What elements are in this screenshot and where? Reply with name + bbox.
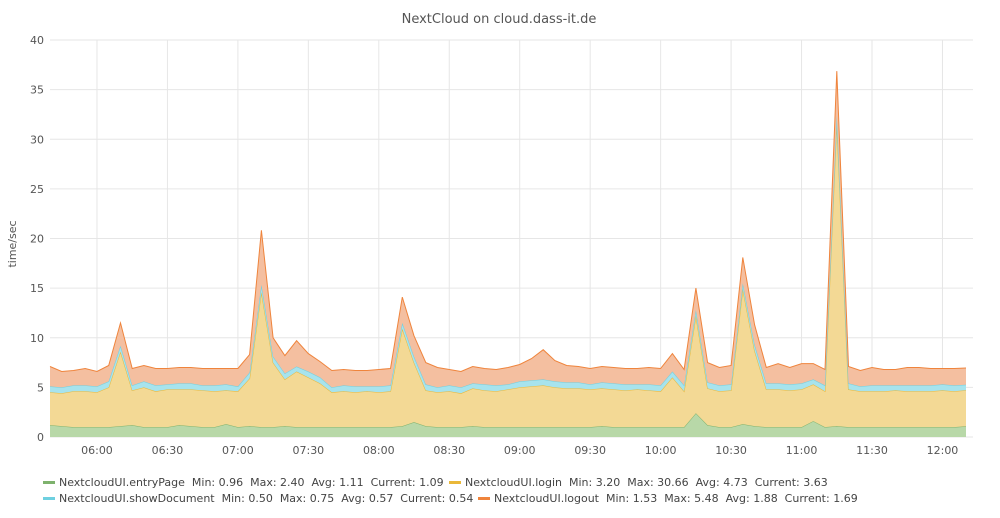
x-tick-label: 10:00 bbox=[645, 444, 677, 457]
x-tick-label: 12:00 bbox=[927, 444, 959, 457]
area-NextcloudUI.entryPage bbox=[50, 413, 966, 437]
x-tick-label: 11:00 bbox=[786, 444, 818, 457]
y-tick-label: 0 bbox=[37, 431, 44, 444]
x-tick-label: 10:30 bbox=[715, 444, 747, 457]
legend-stats: Min: 0.50 Max: 0.75 Avg: 0.57 Current: 0… bbox=[221, 492, 474, 505]
y-tick-label: 5 bbox=[37, 381, 44, 394]
legend-series-name: NextcloudUI.entryPage bbox=[58, 476, 185, 489]
area-NextcloudUI.login bbox=[50, 121, 966, 428]
legend-stats: Min: 3.20 Max: 30.66 Avg: 4.73 Current: … bbox=[569, 476, 828, 489]
y-tick-label: 35 bbox=[30, 84, 44, 97]
x-tick-label: 06:30 bbox=[152, 444, 184, 457]
legend-item-showdocument[interactable]: NextcloudUI.showDocument Min: 0.50 Max: … bbox=[22, 479, 473, 518]
y-tick-label: 30 bbox=[30, 133, 44, 146]
legend-row-1: NextcloudUI.entryPage Min: 0.96 Max: 2.4… bbox=[22, 463, 982, 489]
x-tick-label: 07:00 bbox=[222, 444, 254, 457]
legend-item-entrypage[interactable]: NextcloudUI.entryPage Min: 0.96 Max: 2.4… bbox=[22, 463, 444, 502]
x-tick-label: 06:00 bbox=[81, 444, 113, 457]
x-tick-label: 08:00 bbox=[363, 444, 395, 457]
legend-series-name: NextcloudUI.showDocument bbox=[58, 492, 215, 505]
axis-ticks: 0 5 10 15 20 25 30 35 40 06:00 06:30 07:00 07:30 08:0… bbox=[30, 34, 958, 457]
legend-series-name: NextcloudUI.login bbox=[464, 476, 562, 489]
plot-areas bbox=[49, 71, 967, 437]
x-tick-label: 08:30 bbox=[433, 444, 465, 457]
legend-swatch bbox=[477, 496, 490, 500]
x-tick-label: 09:30 bbox=[574, 444, 606, 457]
legend-stats: Min: 0.96 Max: 2.40 Avg: 1.11 Current: 1… bbox=[191, 476, 444, 489]
legend-stats: Min: 1.53 Max: 5.48 Avg: 1.88 Current: 1… bbox=[605, 492, 858, 505]
legend-item-logout[interactable]: NextcloudUI.logout Min: 1.53 Max: 5.48 A… bbox=[457, 479, 858, 518]
legend-item-login[interactable]: NextcloudUI.login Min: 3.20 Max: 30.66 A… bbox=[428, 463, 828, 502]
x-tick-label: 07:30 bbox=[292, 444, 324, 457]
line-NextcloudUI.logout bbox=[49, 71, 967, 373]
y-tick-label: 10 bbox=[30, 332, 44, 345]
chart: NextCloud on cloud.dass-it.de time/sec 0… bbox=[6, 12, 973, 457]
y-tick-label: 25 bbox=[30, 183, 44, 196]
legend-swatch bbox=[42, 496, 55, 500]
legend: NextcloudUI.entryPage Min: 0.96 Max: 2.4… bbox=[22, 463, 982, 505]
y-tick-label: 15 bbox=[30, 282, 44, 295]
legend-row-2: NextcloudUI.showDocument Min: 0.50 Max: … bbox=[22, 479, 982, 505]
legend-swatch bbox=[448, 480, 461, 484]
y-tick-label: 40 bbox=[30, 34, 44, 47]
legend-series-name: NextcloudUI.logout bbox=[493, 492, 599, 505]
chart-title: NextCloud on cloud.dass-it.de bbox=[402, 12, 597, 27]
legend-swatch bbox=[42, 480, 55, 484]
x-tick-label: 09:00 bbox=[504, 444, 536, 457]
y-tick-label: 20 bbox=[30, 233, 44, 246]
y-axis-label: time/sec bbox=[6, 220, 19, 267]
x-tick-label: 11:30 bbox=[856, 444, 888, 457]
